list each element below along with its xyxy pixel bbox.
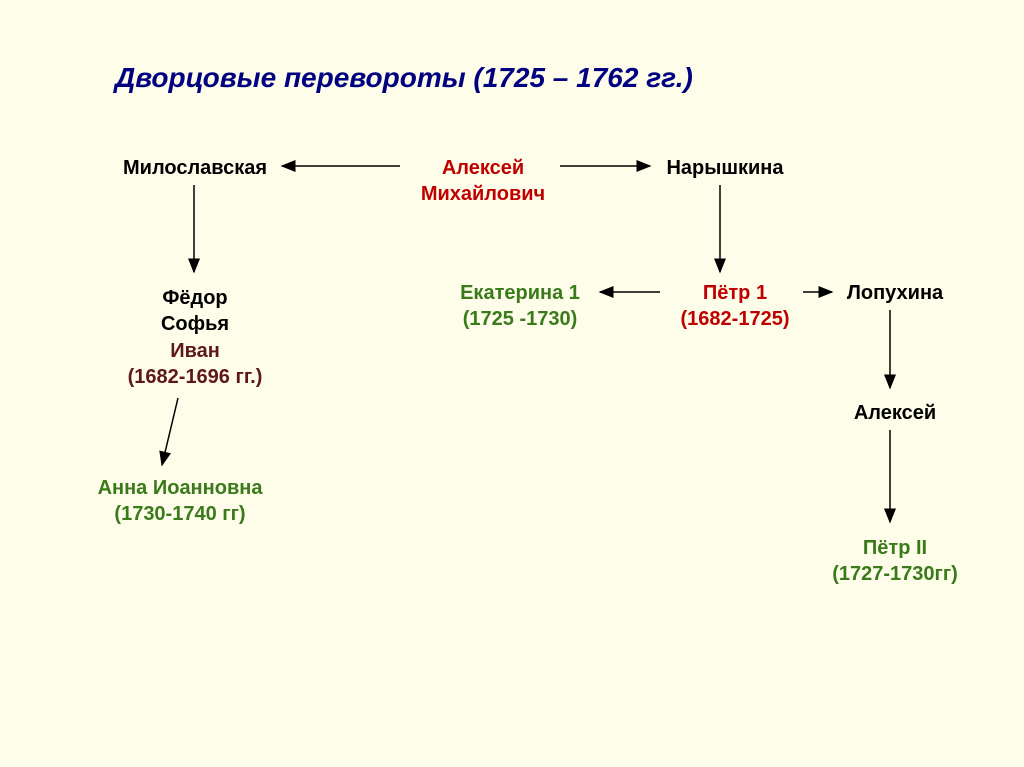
- arrow-7: [162, 398, 178, 465]
- node-line: Алексей: [408, 155, 558, 181]
- node-line: Анна Иоанновна: [80, 475, 280, 501]
- node-line: (1727-1730гг): [815, 561, 975, 587]
- node-line: Алексей: [835, 400, 955, 426]
- node-line: Пётр II: [815, 535, 975, 561]
- node-petr2: Пётр II(1727-1730гг): [815, 535, 975, 587]
- node-line: Милославская: [115, 155, 275, 181]
- node-line: Иван: [105, 338, 285, 364]
- node-anna: Анна Иоанновна(1730-1740 гг): [80, 475, 280, 527]
- node-line: (1682-1725): [665, 306, 805, 332]
- node-miloslavskaya: Милославская: [115, 155, 275, 181]
- node-fedor_sofia_ivan: ФёдорСофья: [130, 285, 260, 337]
- node-line: Екатерина 1: [445, 280, 595, 306]
- node-naryshkina: Нарышкина: [655, 155, 795, 181]
- node-aleksey2: Алексей: [835, 400, 955, 426]
- node-line: Нарышкина: [655, 155, 795, 181]
- node-line: (1730-1740 гг): [80, 501, 280, 527]
- node-line: Софья: [130, 311, 260, 337]
- node-ivan: Иван(1682-1696 гг.): [105, 338, 285, 390]
- node-line: Пётр 1: [665, 280, 805, 306]
- node-line: Михайлович: [408, 181, 558, 207]
- node-line: (1682-1696 гг.): [105, 364, 285, 390]
- node-aleksey: АлексейМихайлович: [408, 155, 558, 207]
- node-line: Фёдор: [130, 285, 260, 311]
- node-petr1: Пётр 1(1682-1725): [665, 280, 805, 332]
- node-line: (1725 -1730): [445, 306, 595, 332]
- page-title: Дворцовые перевороты (1725 – 1762 гг.): [115, 62, 693, 94]
- node-line: Лопухина: [835, 280, 955, 306]
- node-lopukhina: Лопухина: [835, 280, 955, 306]
- node-ekaterina: Екатерина 1(1725 -1730): [445, 280, 595, 332]
